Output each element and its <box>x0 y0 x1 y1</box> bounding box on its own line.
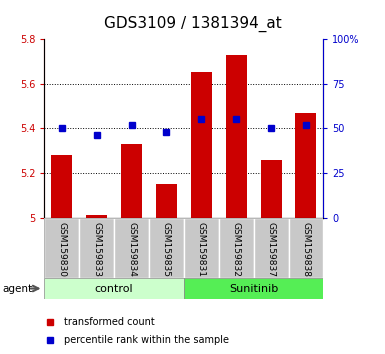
Text: GSM159835: GSM159835 <box>162 222 171 276</box>
Bar <box>261 160 281 218</box>
Bar <box>296 113 316 218</box>
Text: GSM159830: GSM159830 <box>57 222 66 276</box>
Bar <box>156 184 177 218</box>
Bar <box>149 218 184 278</box>
Bar <box>191 73 212 218</box>
Text: agent: agent <box>2 284 32 294</box>
Bar <box>86 216 107 218</box>
Text: GDS3109 / 1381394_at: GDS3109 / 1381394_at <box>104 16 281 32</box>
Bar <box>219 218 254 278</box>
Text: GSM159832: GSM159832 <box>232 222 241 276</box>
Bar <box>254 218 288 278</box>
Bar <box>44 218 79 278</box>
Bar <box>184 218 219 278</box>
Text: GSM159831: GSM159831 <box>197 222 206 276</box>
Bar <box>288 218 323 278</box>
Text: transformed count: transformed count <box>64 318 154 327</box>
Bar <box>51 155 72 218</box>
Bar <box>114 218 149 278</box>
Text: GSM159834: GSM159834 <box>127 222 136 276</box>
Text: percentile rank within the sample: percentile rank within the sample <box>64 335 229 344</box>
Bar <box>121 144 142 218</box>
Bar <box>79 218 114 278</box>
Bar <box>44 278 184 299</box>
Text: control: control <box>95 284 133 293</box>
Text: GSM159838: GSM159838 <box>301 222 310 276</box>
Text: GSM159833: GSM159833 <box>92 222 101 276</box>
Bar <box>226 55 247 218</box>
Text: Sunitinib: Sunitinib <box>229 284 278 293</box>
Bar <box>184 278 323 299</box>
Text: GSM159837: GSM159837 <box>266 222 276 276</box>
